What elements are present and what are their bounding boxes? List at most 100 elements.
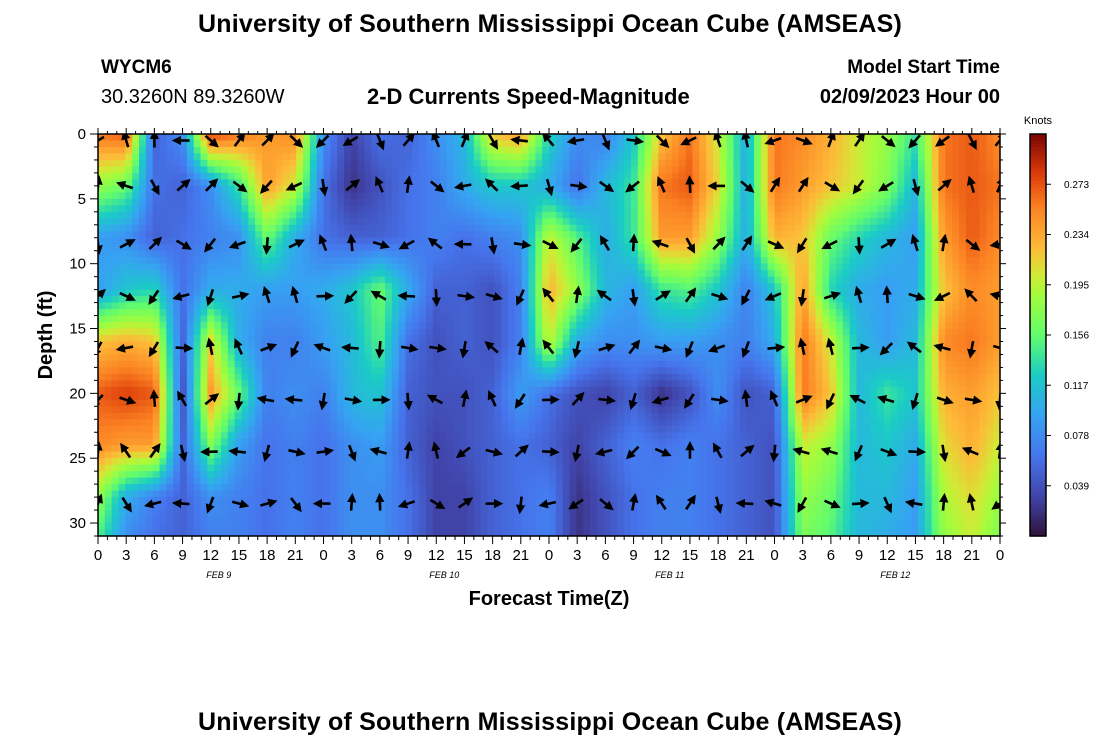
heat-cell [494,172,502,180]
heat-cell [965,367,974,375]
heat-cell [562,270,571,278]
heat-cell [719,172,728,180]
heat-cell [535,146,543,155]
heat-cell [480,198,489,206]
heat-cell [842,289,851,297]
heat-cell [412,146,420,155]
heat-cell [665,185,673,193]
heat-cell [234,159,243,168]
heat-cell [323,270,331,278]
heat-cell [542,166,550,174]
heat-cell [118,276,126,284]
heat-cell [262,205,270,213]
heat-cell [371,276,379,284]
heat-cell [152,198,161,206]
heat-cell [719,270,728,278]
heat-cell [521,309,530,317]
heat-cell [897,296,905,304]
heat-cell [603,263,612,271]
heat-cell [514,360,523,369]
heat-cell [617,263,625,271]
heat-cell [419,159,427,168]
heat-cell [747,367,755,375]
heat-cell [542,211,550,219]
heat-cell [542,244,550,252]
heat-cell [234,166,243,174]
heat-cell [637,172,646,180]
heat-cell [132,205,140,213]
heat-cell [282,354,290,362]
heat-cell [822,276,830,284]
heat-cell [596,373,605,381]
heat-cell [719,166,728,174]
heat-cell [132,159,140,168]
heat-cell [788,276,796,284]
heat-cell [125,315,133,323]
heat-cell [555,328,564,336]
heat-cell [330,172,338,180]
heat-cell [514,211,523,219]
heat-cell [672,283,680,291]
heat-cell [590,146,598,155]
heat-cell [234,172,243,180]
heat-cell [412,172,420,180]
heat-cell [665,166,673,174]
heat-cell [480,328,489,336]
heat-cell [965,283,974,291]
heat-cell [781,140,789,148]
heat-cell [241,276,249,284]
heat-cell [460,211,468,219]
heat-cell [918,179,926,187]
heat-cell [788,347,796,356]
heat-cell [986,205,994,213]
heat-cell [658,244,666,252]
heat-cell [692,166,700,174]
heat-cell [241,257,249,265]
heat-cell [364,205,372,213]
heat-cell [658,231,666,239]
heat-cell [111,192,120,200]
heat-cell [788,250,796,258]
heat-cell [979,140,987,148]
heat-cell [890,211,899,219]
heat-cell [863,309,871,317]
heat-cell [132,192,140,200]
heat-cell [631,276,639,284]
heat-cell [275,315,284,323]
heat-cell [651,328,659,336]
heat-cell [706,270,714,278]
heat-cell [487,289,495,297]
heat-cell [740,211,748,219]
heat-cell [186,205,195,213]
heat-cell [610,296,618,304]
heat-cell [330,159,338,168]
heat-cell [535,159,543,168]
heat-cell [494,231,502,239]
heat-cell [439,289,448,297]
heat-cell [774,257,782,265]
heat-cell [815,302,823,310]
heat-cell [631,367,639,375]
heat-cell [125,283,133,291]
heat-cell [98,263,106,271]
heat-cell [453,315,461,323]
heat-cell [842,302,851,310]
heat-cell [719,205,728,213]
heat-cell [549,218,557,226]
heat-cell [877,211,885,219]
heat-cell [296,231,304,239]
heat-cell [193,172,202,180]
heat-cell [740,373,748,381]
heat-cell [747,341,755,349]
heat-cell [658,302,666,310]
heat-cell [111,205,120,213]
heat-cell [514,166,523,174]
heat-cell [549,134,557,142]
heat-cell [145,237,154,245]
heat-cell [378,315,386,323]
heat-cell [207,367,215,375]
heat-cell [248,192,256,200]
heat-cell [385,211,393,219]
heat-cell [555,153,564,161]
heat-cell [173,309,181,317]
